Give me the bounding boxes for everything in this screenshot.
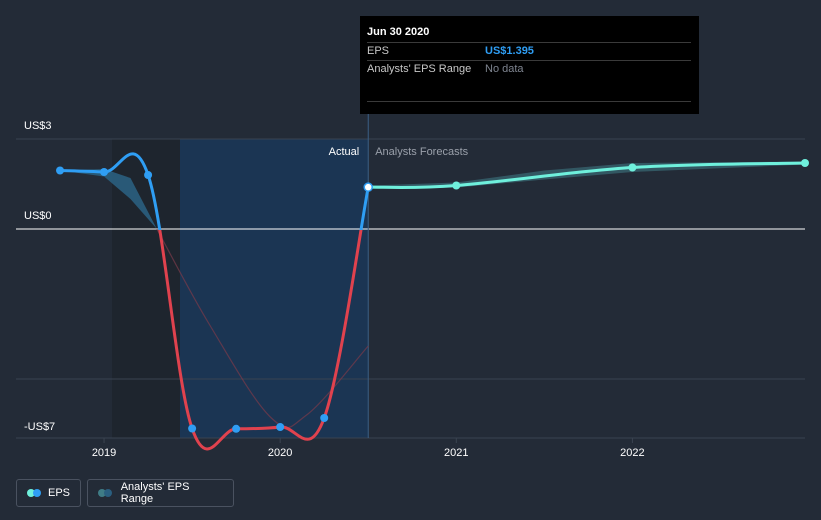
eps-point[interactable] — [100, 168, 109, 176]
eps-point[interactable] — [232, 424, 241, 433]
x-tick-label: 2022 — [620, 447, 644, 459]
x-tick-label: 2020 — [268, 447, 292, 459]
x-tick-label: 2021 — [444, 447, 468, 459]
legend-eps-toggle[interactable]: EPS — [16, 479, 81, 507]
tooltip-eps-label: EPS — [367, 45, 390, 57]
eps-point[interactable] — [363, 182, 373, 192]
legend-range-toggle[interactable]: Analysts' EPS Range — [87, 479, 234, 507]
eps-point[interactable] — [144, 171, 153, 179]
actual-region-label: Actual — [329, 146, 360, 158]
legend-range-label: Analysts' EPS Range — [120, 481, 190, 505]
early-eps-range-band — [60, 169, 157, 229]
eps-range-band — [368, 161, 805, 189]
legend-eps-label: EPS — [47, 487, 70, 499]
actual-period-region — [180, 139, 369, 438]
forecast-point[interactable] — [801, 159, 809, 167]
eps-swatch-icon — [27, 489, 41, 497]
y-tick-label: -US$7 — [24, 421, 55, 433]
y-tick-label: US$0 — [24, 210, 52, 222]
forecast-point[interactable] — [452, 181, 461, 190]
eps-line-negative — [158, 230, 363, 451]
forecast-point[interactable] — [628, 163, 637, 172]
eps-point[interactable] — [188, 424, 197, 433]
tooltip-eps-value: US$1.395 — [485, 45, 534, 57]
eps-point[interactable] — [276, 423, 285, 431]
eps-point[interactable] — [320, 414, 329, 422]
forecast-line — [368, 161, 806, 190]
tooltip-row-range: Analysts' EPS Range No data — [367, 60, 691, 102]
tooltip-date: Jun 30 2020 — [367, 26, 430, 38]
tooltip: Jun 30 2020 EPS US$1.395 Analysts' EPS R… — [360, 16, 699, 114]
tooltip-range-value: No data — [485, 63, 524, 75]
eps-line-positive — [59, 152, 370, 230]
estimate-trend-curve — [156, 228, 369, 429]
tooltip-range-label: Analysts' EPS Range — [367, 63, 472, 75]
forecast-region-label: Analysts Forecasts — [375, 146, 468, 158]
tooltip-row-eps: EPS US$1.395 — [367, 42, 691, 60]
x-tick-label: 2019 — [92, 447, 116, 459]
y-tick-label: US$3 — [24, 120, 52, 132]
range-swatch-icon — [98, 489, 113, 497]
eps-point[interactable] — [56, 166, 65, 175]
